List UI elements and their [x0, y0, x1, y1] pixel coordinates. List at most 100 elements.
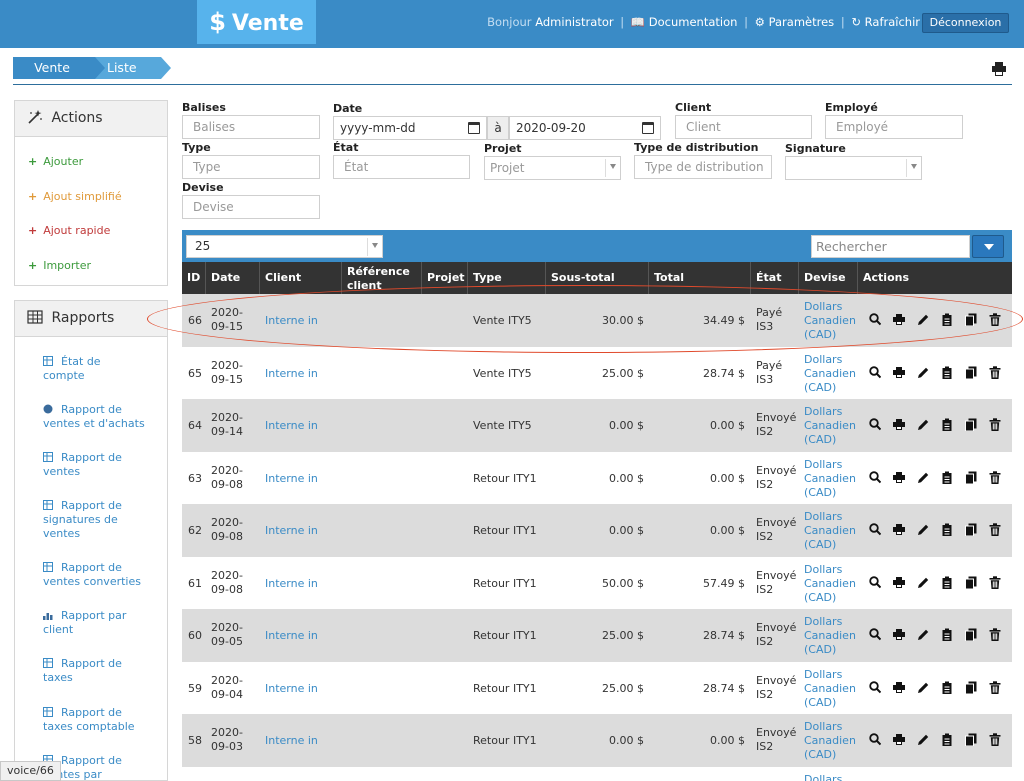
col-date[interactable]: Date [206, 262, 260, 294]
clipboard-icon[interactable] [941, 628, 953, 641]
client-input[interactable]: Client [675, 115, 812, 139]
employee-input[interactable]: Employé [825, 115, 963, 139]
clipboard-icon[interactable] [941, 733, 953, 746]
edit-icon[interactable] [917, 366, 929, 379]
cell-client[interactable]: Interne in [265, 629, 318, 642]
table-row[interactable]: 60 2020- 09-05 Interne in Retour ITY1 25.00 $… [182, 609, 1012, 662]
cell-currency-line3[interactable]: (CAD) [804, 643, 837, 656]
clipboard-icon[interactable] [941, 523, 953, 536]
table-row[interactable]: 65 2020- 09-15 Interne in Vente ITY5 25.00 $ 2… [182, 346, 1012, 399]
clipboard-icon[interactable] [941, 418, 953, 431]
signature-select[interactable] [785, 156, 922, 180]
cell-client[interactable]: Interne in [265, 576, 318, 590]
view-icon[interactable] [869, 470, 881, 484]
user-name[interactable]: Administrator [535, 15, 614, 29]
print-icon[interactable] [992, 62, 1006, 76]
edit-icon[interactable] [917, 576, 929, 589]
copy-icon[interactable] [965, 681, 977, 694]
report-converted-sales[interactable]: Rapport de ventes converties [43, 561, 153, 589]
breadcrumb-liste[interactable]: Liste [95, 57, 171, 79]
cell-currency-line1[interactable]: Dollars [804, 615, 843, 628]
table-row[interactable]: 64 2020- 09-14 Interne in Vente ITY5 0.00 $ 0.… [182, 399, 1012, 452]
view-icon[interactable] [869, 523, 881, 536]
clipboard-icon[interactable] [941, 681, 953, 694]
clipboard-icon[interactable] [941, 576, 953, 589]
cell-currency-line2[interactable]: Canadien [804, 366, 856, 380]
table-row[interactable]: 61 2020- 09-08 Interne in Retour ITY1 50.00 $… [182, 556, 1012, 609]
edit-icon[interactable] [917, 418, 929, 431]
cell-currency-line1[interactable]: Dollars [804, 720, 843, 733]
table-row[interactable]: Dollars [182, 766, 1012, 781]
print-icon[interactable] [893, 418, 905, 431]
copy-icon[interactable] [965, 576, 977, 589]
trash-icon[interactable] [989, 523, 1001, 536]
view-icon[interactable] [869, 628, 881, 641]
cell-currency-line3[interactable]: (CAD) [804, 538, 837, 551]
col-total[interactable]: Total [649, 262, 751, 294]
print-icon[interactable] [893, 628, 905, 641]
cell-currency-line1[interactable]: Dollars [804, 562, 843, 576]
view-icon[interactable] [869, 365, 881, 379]
cell-currency-line2[interactable]: Canadien [804, 629, 856, 642]
table-row[interactable]: 63 2020- 09-08 Interne in Retour ITY1 0.00 $ 0… [182, 451, 1012, 504]
print-icon[interactable] [893, 576, 905, 589]
refresh-link[interactable]: Rafraîchir [864, 15, 920, 29]
action-simplified-add[interactable]: + Ajout simplifié [28, 190, 122, 203]
trash-icon[interactable] [989, 733, 1001, 746]
table-row[interactable]: 58 2020- 09-03 Interne in Retour ITY1 0.00 $ 0… [182, 714, 1012, 767]
tags-input[interactable]: Balises [182, 115, 320, 139]
edit-icon[interactable] [917, 471, 929, 484]
col-subtotal[interactable]: Sous-total [546, 262, 649, 294]
copy-icon[interactable] [965, 471, 977, 484]
cell-currency-line3[interactable]: (CAD) [804, 748, 837, 761]
print-icon[interactable] [893, 733, 905, 746]
view-icon[interactable] [869, 575, 881, 589]
table-row[interactable]: 59 2020- 09-04 Interne in Retour ITY1 25.00 $… [182, 661, 1012, 714]
cell-currency-line2[interactable]: Canadien [804, 419, 856, 432]
col-project[interactable]: Projet [422, 262, 468, 294]
calendar-icon[interactable] [642, 122, 654, 134]
edit-icon[interactable] [917, 628, 929, 641]
cell-currency-line2[interactable]: Canadien [804, 524, 856, 537]
currency-input[interactable]: Devise [182, 195, 320, 219]
search-dropdown-button[interactable] [972, 235, 1004, 258]
copy-icon[interactable] [965, 628, 977, 641]
app-brand[interactable]: $ Vente [197, 0, 316, 44]
cell-currency-line3[interactable]: (CAD) [804, 590, 837, 604]
page-size-select[interactable]: 25 [186, 235, 383, 258]
cell-client[interactable]: Interne in [265, 471, 318, 485]
cell-client[interactable]: Interne in [265, 734, 318, 747]
cell-client[interactable]: Interne in [265, 681, 318, 695]
copy-icon[interactable] [965, 523, 977, 536]
print-icon[interactable] [893, 681, 905, 694]
report-account-statement[interactable]: État de compte [43, 355, 153, 383]
trash-icon[interactable] [989, 628, 1001, 641]
cell-client[interactable]: Interne in [265, 419, 318, 432]
date-to-input[interactable]: 2020-09-20 [509, 116, 661, 140]
print-icon[interactable] [893, 366, 905, 379]
cell-currency-line1[interactable]: Dollars [804, 457, 843, 471]
search-input[interactable]: Rechercher [811, 235, 970, 258]
action-quick-add[interactable]: + Ajout rapide [28, 224, 110, 237]
report-sales[interactable]: Rapport de ventes [43, 451, 153, 479]
cell-currency-line1[interactable]: Dollars [804, 772, 843, 781]
project-select[interactable]: Projet [484, 156, 621, 180]
cell-currency-line3[interactable]: (CAD) [804, 695, 837, 709]
report-taxes[interactable]: Rapport de taxes [43, 657, 153, 685]
report-sales-signatures[interactable]: Rapport de signatures de ventes [43, 499, 153, 541]
view-icon[interactable] [869, 733, 881, 746]
cell-currency-line1[interactable]: Dollars [804, 352, 843, 366]
trash-icon[interactable] [989, 470, 1001, 484]
action-add[interactable]: + Ajouter [28, 155, 83, 168]
report-sales-purchases[interactable]: Rapport de ventes et d'achats [43, 403, 153, 431]
edit-icon[interactable] [917, 523, 929, 536]
breadcrumb-vente[interactable]: Vente [13, 57, 105, 79]
cell-currency-line2[interactable]: Canadien [804, 576, 856, 590]
calendar-icon[interactable] [468, 122, 480, 134]
copy-icon[interactable] [965, 366, 977, 379]
view-icon[interactable] [869, 418, 881, 431]
copy-icon[interactable] [965, 733, 977, 746]
distribution-type-input[interactable]: Type de distribution [634, 155, 772, 179]
edit-icon[interactable] [917, 681, 929, 694]
copy-icon[interactable] [965, 418, 977, 431]
